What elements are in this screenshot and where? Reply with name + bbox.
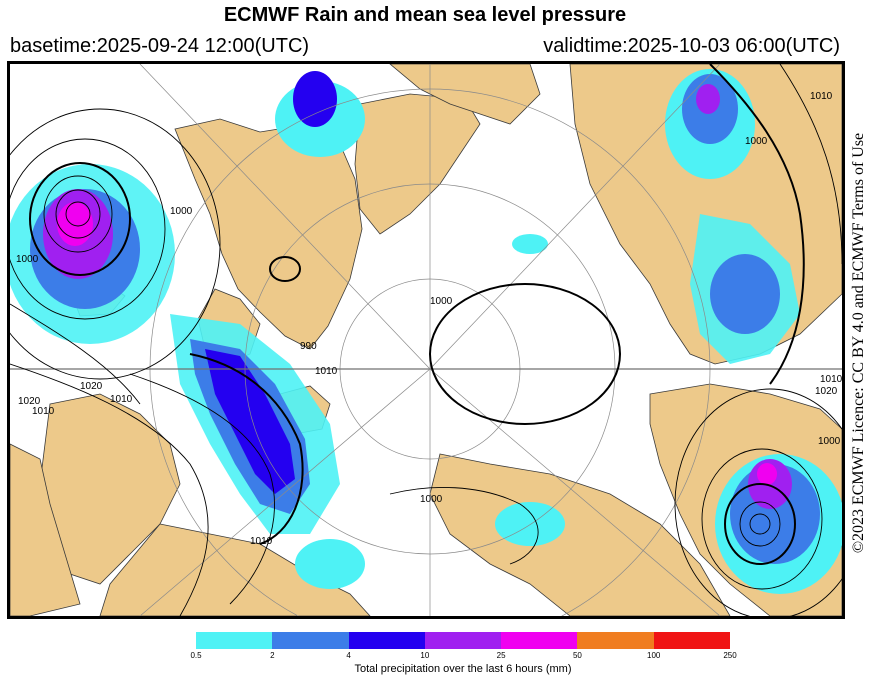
isobar-label: 1010	[32, 406, 55, 417]
canada-north	[429, 453, 731, 616]
isobar-label: 1010	[250, 536, 273, 547]
meridian-e	[139, 368, 431, 616]
precip-alaska-peak	[757, 463, 777, 485]
colorbar-segment-2	[272, 632, 349, 649]
isobar-scandinavia-2	[10, 303, 141, 405]
licence-credit-text: ©2023 ECMWF Licence: CC BY 4.0 and ECMWF…	[850, 132, 867, 553]
colorbar-segment-3	[348, 632, 425, 649]
forecast-map: 1000 1020 1010 1020 1010 1000 990 1010 1…	[7, 61, 845, 619]
isobar-label: 1000	[170, 206, 193, 217]
isobar-alaska-low-5	[674, 388, 842, 616]
precip-arctic-ocean-scatter	[512, 234, 548, 254]
precipitation-colorbar	[196, 632, 730, 649]
isobar-scandinavia-1	[10, 363, 209, 616]
colorbar-segment-6	[577, 632, 654, 649]
licence-credit: ©2023 ECMWF Licence: CC BY 4.0 and ECMWF…	[848, 80, 870, 605]
isobar-alaska-low-1	[749, 513, 771, 535]
arctic-islands-north	[389, 64, 541, 125]
isobar-label: 1020	[815, 386, 838, 397]
isobar-alaska-low-3	[724, 483, 796, 565]
precip-bering-core	[696, 84, 720, 114]
precip-east-siberia-mid	[710, 254, 780, 334]
isobar-label: 1000	[16, 254, 39, 265]
isobar-label: 1010	[810, 91, 833, 102]
colorbar-tick: 50	[572, 651, 582, 660]
isobar-iceland-low-6	[10, 108, 221, 380]
isobar-siberia-outer	[779, 64, 842, 265]
precip-band-greenland-sea-core	[205, 349, 295, 494]
colorbar-tick: 4	[346, 651, 351, 660]
isobar-label: 1000	[420, 494, 443, 505]
colorbar-tick: 2	[270, 651, 275, 660]
isobar-iceland-low-5	[10, 138, 166, 320]
isobar-greenland-1	[269, 256, 301, 282]
colorbar-tick: 250	[723, 651, 737, 660]
isobar-label: 1000	[745, 136, 768, 147]
isobar-iceland-low-3	[43, 175, 113, 253]
isobar-canada-north	[389, 486, 539, 565]
isobar-labels: 1000 1020 1010 1020 1010 1000 990 1010 1…	[16, 91, 842, 547]
colorbar-tick: 0.5	[190, 651, 202, 660]
validtime-label: validtime:2025-10-03 06:00(UTC)	[543, 35, 840, 57]
isobar-alaska-low-2	[739, 501, 781, 547]
colorbar-title: Total precipitation over the last 6 hour…	[354, 663, 572, 675]
europe	[10, 443, 81, 616]
isobar-greenland-sea-trough-1	[189, 353, 304, 545]
basetime-label: basetime:2025-09-24 12:00(UTC)	[10, 35, 310, 57]
isobar-label: 1000	[430, 296, 453, 307]
isobar-greenland-sea-trough-2	[129, 373, 275, 605]
meridian-f	[429, 368, 721, 616]
isobar-iceland-low-4	[29, 162, 131, 276]
map-title: ECMWF Rain and mean sea level pressure	[223, 4, 627, 26]
map-canvas: 1000 1020 1010 1020 1010 1000 990 1010 1…	[10, 64, 842, 616]
isobar-label: 1020	[18, 396, 41, 407]
meridian-d	[429, 64, 721, 370]
precip-canada-north-core	[293, 71, 337, 127]
colorbar-segment-4	[424, 632, 502, 649]
graticule	[10, 64, 842, 616]
colorbar-tick: 10	[420, 651, 430, 660]
isobar-siberia-low	[709, 64, 805, 385]
isobar-label: 1020	[80, 381, 103, 392]
colorbar-tick: 25	[496, 651, 506, 660]
isobars	[10, 64, 842, 616]
isobar-pole-high	[429, 283, 621, 425]
meridian-c	[139, 64, 431, 370]
precip-barents-scatter	[295, 539, 365, 589]
colorbar-segment-7	[653, 632, 730, 649]
colorbar-segment-5	[501, 632, 578, 649]
isobar-label: 1010	[820, 374, 842, 385]
isobar-label: 1010	[110, 394, 133, 405]
colorbar-segment-1	[196, 632, 273, 649]
precip-iceland-low-peak	[57, 202, 93, 246]
isobar-label: 1000	[818, 436, 841, 447]
isobar-iceland-low-2	[55, 189, 101, 239]
isobar-label: 1010	[315, 366, 338, 377]
precip-beaufort-scatter	[495, 502, 565, 546]
isobar-label: 990	[300, 341, 317, 352]
isobar-iceland-low-1	[65, 201, 91, 227]
colorbar-ticks: 0.5 2 4 10 25 50 100 250	[190, 651, 736, 663]
isobar-alaska-low-4	[701, 448, 823, 590]
colorbar-tick: 100	[647, 651, 661, 660]
